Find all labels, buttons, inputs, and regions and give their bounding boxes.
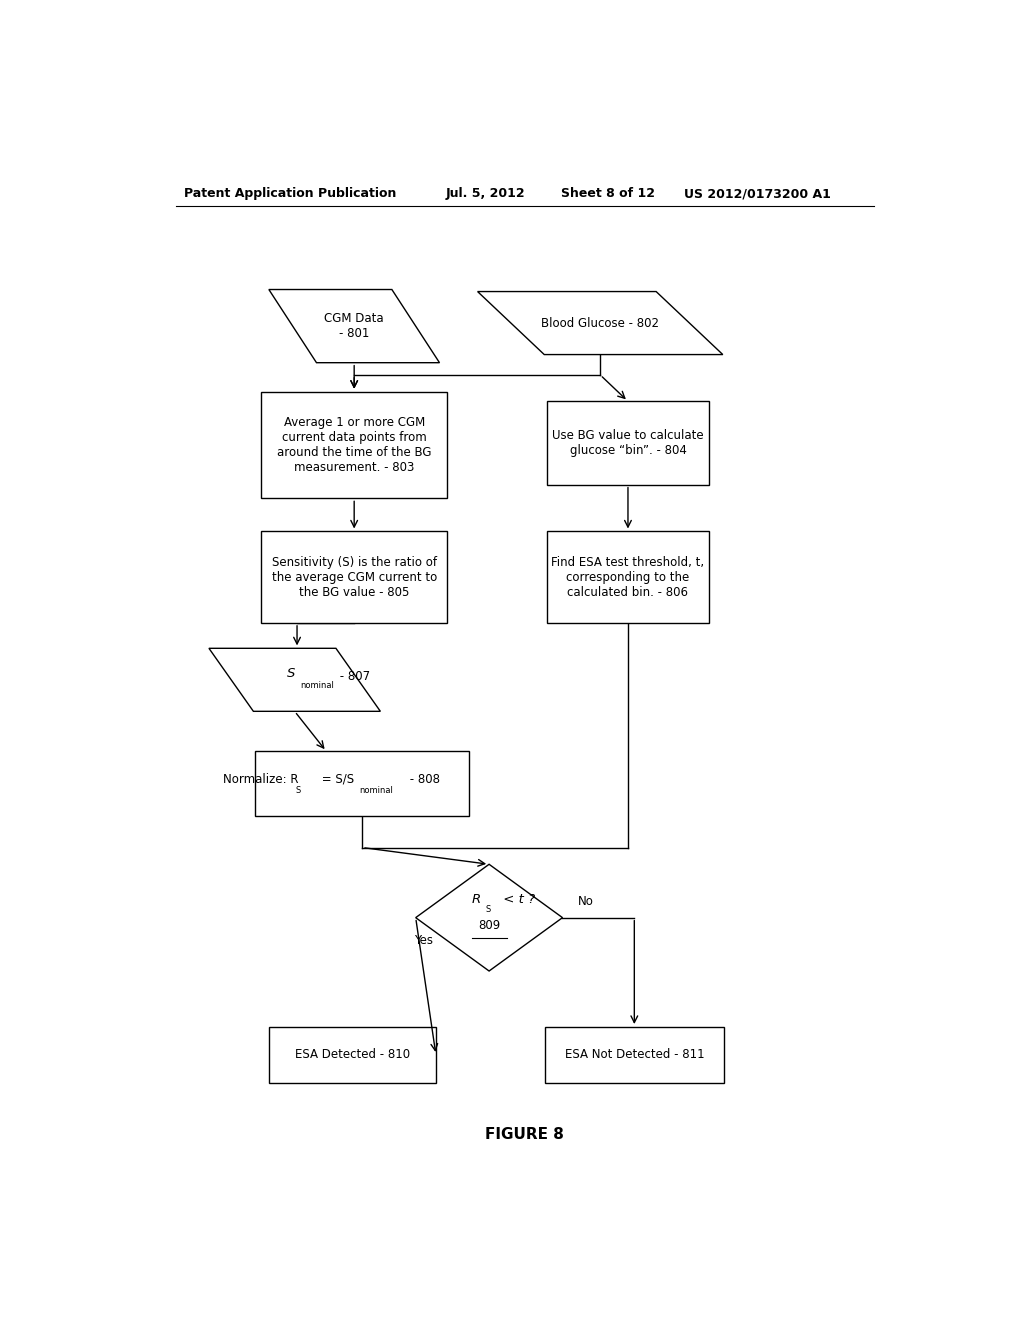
Text: 809: 809	[478, 919, 500, 932]
Text: S: S	[485, 906, 490, 913]
Polygon shape	[269, 289, 439, 363]
Text: S: S	[296, 787, 301, 795]
FancyBboxPatch shape	[545, 1027, 724, 1082]
Text: Normalize: R: Normalize: R	[223, 774, 299, 785]
Text: Find ESA test threshold, t,
corresponding to the
calculated bin. - 806: Find ESA test threshold, t, correspondin…	[551, 556, 705, 599]
Text: CGM Data
- 801: CGM Data - 801	[325, 312, 384, 341]
Text: = S/S: = S/S	[318, 774, 354, 785]
Text: Blood Glucose - 802: Blood Glucose - 802	[542, 317, 659, 330]
Text: FIGURE 8: FIGURE 8	[485, 1127, 564, 1142]
Text: Average 1 or more CGM
current data points from
around the time of the BG
measure: Average 1 or more CGM current data point…	[276, 416, 431, 474]
Text: ESA Detected - 810: ESA Detected - 810	[295, 1048, 411, 1061]
FancyBboxPatch shape	[547, 401, 710, 484]
FancyBboxPatch shape	[269, 1027, 436, 1082]
Text: - 808: - 808	[406, 774, 439, 785]
Polygon shape	[209, 648, 380, 711]
FancyBboxPatch shape	[261, 532, 447, 623]
Text: Jul. 5, 2012: Jul. 5, 2012	[445, 187, 525, 201]
Text: Sensitivity (S) is the ratio of
the average CGM current to
the BG value - 805: Sensitivity (S) is the ratio of the aver…	[271, 556, 437, 599]
Text: < t ?: < t ?	[499, 892, 535, 906]
FancyBboxPatch shape	[547, 532, 710, 623]
Text: US 2012/0173200 A1: US 2012/0173200 A1	[684, 187, 830, 201]
Text: ESA Not Detected - 811: ESA Not Detected - 811	[564, 1048, 705, 1061]
Text: Use BG value to calculate
glucose “bin”. - 804: Use BG value to calculate glucose “bin”.…	[552, 429, 703, 457]
Text: nominal: nominal	[300, 681, 334, 690]
Text: S: S	[287, 667, 295, 680]
Text: R: R	[472, 892, 481, 906]
Text: No: No	[579, 895, 594, 908]
Text: Sheet 8 of 12: Sheet 8 of 12	[560, 187, 654, 201]
Text: - 807: - 807	[336, 671, 370, 684]
Polygon shape	[477, 292, 723, 355]
Polygon shape	[416, 865, 562, 972]
Text: Patent Application Publication: Patent Application Publication	[183, 187, 396, 201]
FancyBboxPatch shape	[255, 751, 469, 816]
Text: nominal: nominal	[359, 787, 393, 795]
FancyBboxPatch shape	[261, 392, 447, 499]
Text: Yes: Yes	[414, 933, 433, 946]
